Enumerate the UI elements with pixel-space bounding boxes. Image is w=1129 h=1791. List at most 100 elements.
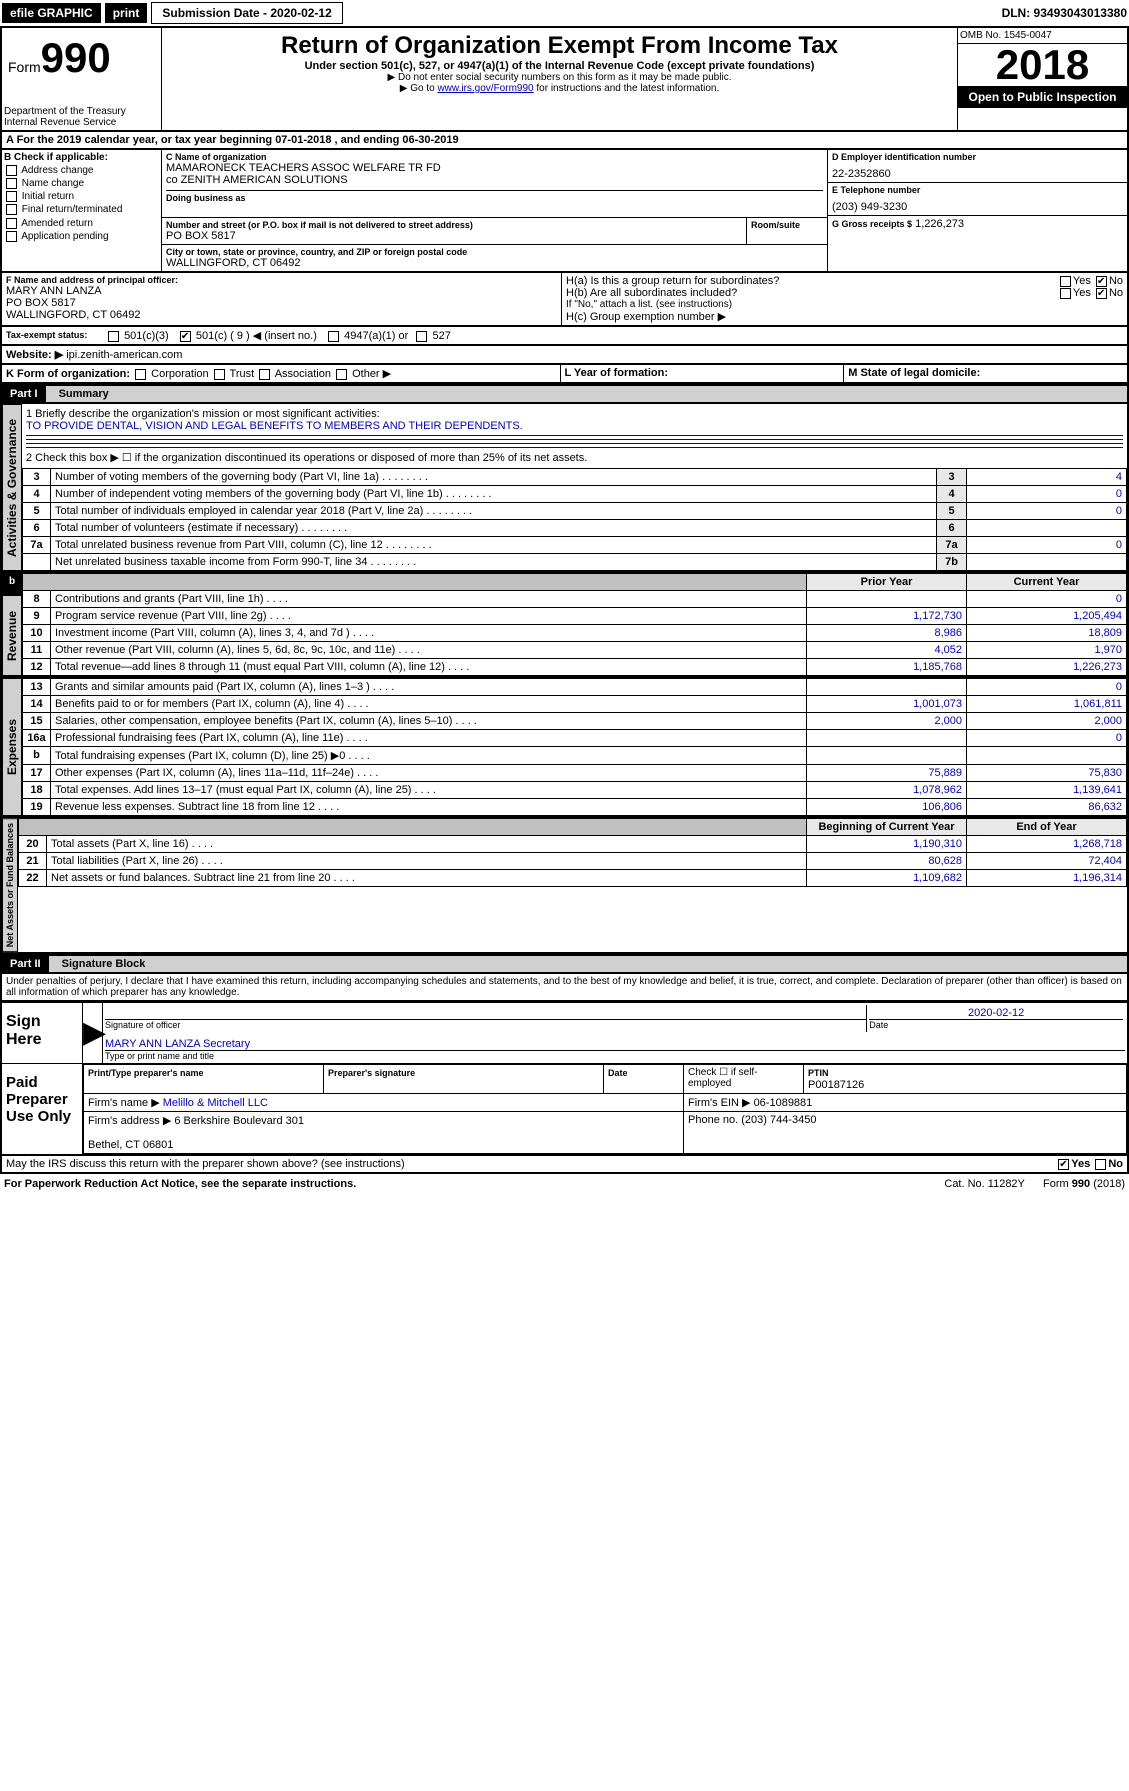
check-option[interactable]: Application pending — [4, 231, 159, 242]
line-desc: Program service revenue (Part VIII, line… — [51, 608, 807, 625]
hb-yes-checkbox[interactable] — [1060, 288, 1071, 299]
check-option[interactable]: Initial return — [4, 191, 159, 202]
line-no: 21 — [19, 853, 47, 870]
hb-no-checkbox[interactable] — [1096, 288, 1107, 299]
revenue-label: Revenue — [2, 595, 22, 676]
k-option[interactable]: Corporation — [133, 368, 212, 380]
discuss-yes-checkbox[interactable] — [1058, 1159, 1069, 1170]
527-label: 527 — [432, 330, 450, 342]
line-no: 9 — [23, 608, 51, 625]
part2-subtitle: Signature Block — [52, 958, 146, 970]
line-desc: Total assets (Part X, line 16) . . . . — [47, 836, 807, 853]
hb-label: H(b) Are all subordinates included? — [566, 287, 737, 299]
prior-year-header: Prior Year — [807, 574, 967, 591]
hb-question: H(b) Are all subordinates included? Yes … — [566, 287, 1123, 299]
line-no: 12 — [23, 659, 51, 676]
tax-year: 2018 — [958, 44, 1127, 86]
line-ref: 7b — [937, 554, 967, 571]
current-value: 1,139,641 — [967, 782, 1127, 799]
tax-period: A For the 2019 calendar year, or tax yea… — [0, 132, 1129, 150]
cat-no: Cat. No. 11282Y — [944, 1178, 1024, 1190]
current-value: 1,061,811 — [967, 696, 1127, 713]
form-number: 990 — [41, 34, 111, 81]
527-checkbox[interactable] — [416, 331, 427, 342]
d-label: D Employer identification number — [832, 152, 1123, 162]
line-no: 7a — [23, 537, 51, 554]
line-desc: Investment income (Part VIII, column (A)… — [51, 625, 807, 642]
hc-label: H(c) Group exemption number ▶ — [566, 310, 1123, 323]
501c-checkbox[interactable] — [180, 331, 191, 342]
form-label: Form — [8, 59, 41, 75]
501c3-checkbox[interactable] — [108, 331, 119, 342]
ha-yes-checkbox[interactable] — [1060, 276, 1071, 287]
check-option[interactable]: Address change — [4, 165, 159, 176]
line-desc: Total number of individuals employed in … — [51, 503, 937, 520]
line-desc: Net unrelated business taxable income fr… — [51, 554, 937, 571]
firm-addr-label: Firm's address ▶ — [88, 1115, 171, 1127]
form990-link[interactable]: www.irs.gov/Form990 — [437, 83, 533, 94]
prep-date-label: Date — [608, 1068, 628, 1078]
discuss-no-checkbox[interactable] — [1095, 1159, 1106, 1170]
line-no: 4 — [23, 486, 51, 503]
dept-label: Department of the Treasury Internal Reve… — [4, 106, 159, 128]
check-option[interactable]: Amended return — [4, 218, 159, 229]
prior-value — [807, 747, 967, 765]
prior-value — [807, 679, 967, 696]
sig-date-value: 2020-02-12 — [869, 1007, 1123, 1019]
prior-value: 1,190,310 — [807, 836, 967, 853]
ha-question: H(a) Is this a group return for subordin… — [566, 275, 1123, 287]
check-option[interactable]: Name change — [4, 178, 159, 189]
line-value: 0 — [967, 537, 1127, 554]
top-action-bar: efile GRAPHIC print Submission Date - 20… — [0, 0, 1129, 26]
4947-label: 4947(a)(1) or — [344, 330, 408, 342]
k-option[interactable]: Trust — [212, 368, 258, 380]
officer-name-value: MARY ANN LANZA Secretary — [105, 1038, 1125, 1050]
line-desc: Revenue less expenses. Subtract line 18 … — [51, 799, 807, 816]
line-ref: 5 — [937, 503, 967, 520]
line-desc: Total expenses. Add lines 13–17 (must eq… — [51, 782, 807, 799]
line-ref: 7a — [937, 537, 967, 554]
j-label: Website: ▶ — [6, 349, 63, 361]
line-no: 11 — [23, 642, 51, 659]
line-no: 13 — [23, 679, 51, 696]
line-no: 17 — [23, 765, 51, 782]
street-address: PO BOX 5817 — [166, 230, 742, 242]
prior-value — [807, 730, 967, 747]
current-value: 0 — [967, 679, 1127, 696]
activities-governance-label: Activities & Governance — [2, 404, 22, 571]
k-option[interactable]: Association — [257, 368, 334, 380]
prep-sig-label: Preparer's signature — [328, 1068, 415, 1078]
yes-label: Yes — [1071, 1158, 1090, 1170]
c-label: C Name of organization — [166, 152, 823, 162]
submission-date-button[interactable]: Submission Date - 2020-02-12 — [151, 2, 342, 24]
line-desc: Contributions and grants (Part VIII, lin… — [51, 591, 807, 608]
check-option[interactable]: Final return/terminated — [4, 204, 159, 215]
end-year-header: End of Year — [967, 819, 1127, 836]
line-no: 20 — [19, 836, 47, 853]
ha-no-checkbox[interactable] — [1096, 276, 1107, 287]
net-assets-label: Net Assets or Fund Balances — [2, 818, 18, 952]
line1-label: 1 Briefly describe the organization's mi… — [26, 408, 1123, 420]
line-value — [967, 554, 1127, 571]
prior-value: 80,628 — [807, 853, 967, 870]
line-no: 10 — [23, 625, 51, 642]
ptin-value: P00187126 — [808, 1079, 864, 1091]
expenses-label: Expenses — [2, 678, 22, 816]
print-button[interactable]: print — [105, 3, 148, 23]
mission-text: TO PROVIDE DENTAL, VISION AND LEGAL BENE… — [26, 420, 1123, 432]
prior-value: 1,078,962 — [807, 782, 967, 799]
efile-button[interactable]: efile GRAPHIC — [2, 3, 101, 23]
line-desc: Net assets or fund balances. Subtract li… — [47, 870, 807, 887]
current-value: 1,205,494 — [967, 608, 1127, 625]
line-desc: Number of voting members of the governin… — [51, 469, 937, 486]
note2-post: for instructions and the latest informat… — [534, 83, 720, 94]
line-ref: 3 — [937, 469, 967, 486]
current-value: 1,970 — [967, 642, 1127, 659]
part1-tab: Part I — [2, 386, 46, 402]
4947-checkbox[interactable] — [328, 331, 339, 342]
k-option[interactable]: Other ▶ — [334, 368, 391, 380]
paid-preparer-label: Paid Preparer Use Only — [2, 1064, 82, 1154]
dba-label: Doing business as — [166, 193, 823, 203]
current-value: 1,196,314 — [967, 870, 1127, 887]
city-value: WALLINGFORD, CT 06492 — [166, 257, 823, 269]
